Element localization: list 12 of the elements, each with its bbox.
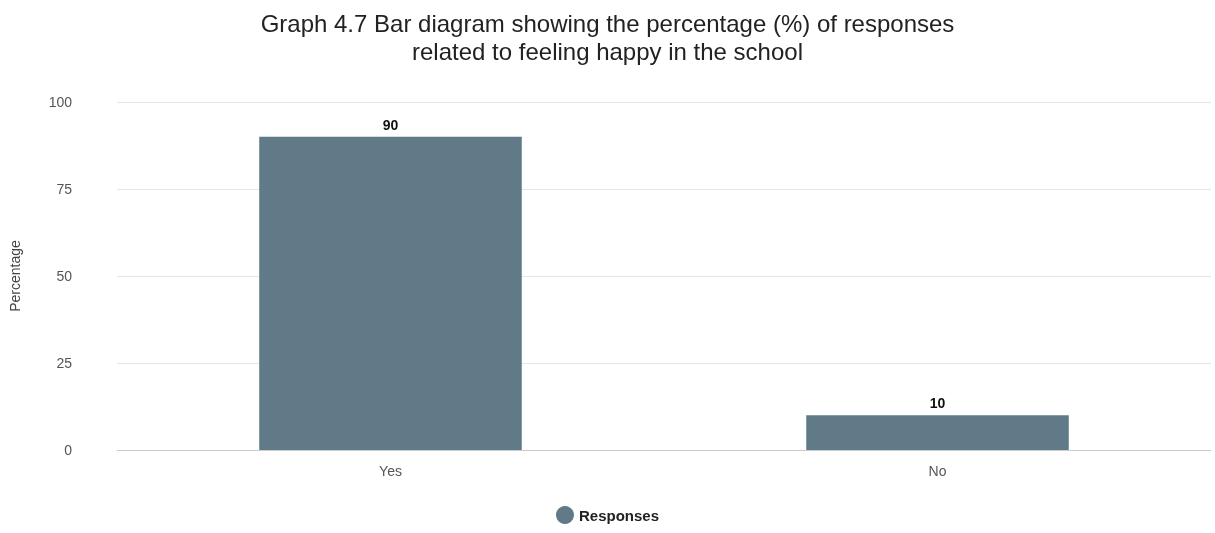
y-tick-label: 75 [56,181,73,197]
y-axis-title: Percentage [7,239,23,312]
data-label: 10 [929,395,946,412]
data-label: 90 [382,116,399,133]
y-tick-label: 0 [64,442,73,458]
y-tick-label: 100 [48,94,73,110]
y-tick-label: 25 [56,355,73,371]
x-tick-label: Yes [379,463,402,479]
y-tick-label: 50 [56,268,73,284]
chart-title: Graph 4.7 Bar diagram showing the percentage (%) of responses related to feeling happy in the school [260,9,955,65]
x-tick-label: No [928,463,947,479]
legend-label: Responses [578,506,660,524]
